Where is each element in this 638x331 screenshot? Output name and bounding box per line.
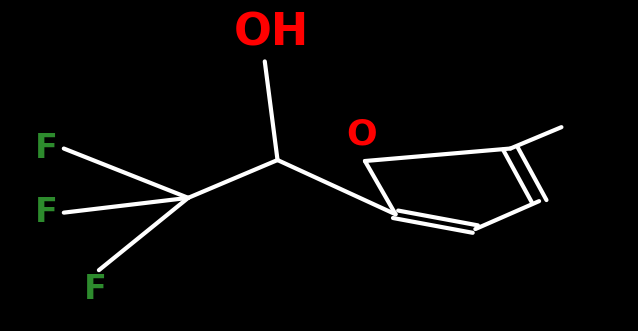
Text: F: F bbox=[34, 132, 57, 165]
Text: OH: OH bbox=[234, 12, 309, 55]
Text: F: F bbox=[34, 196, 57, 229]
Text: F: F bbox=[84, 273, 107, 307]
Text: O: O bbox=[346, 117, 377, 151]
